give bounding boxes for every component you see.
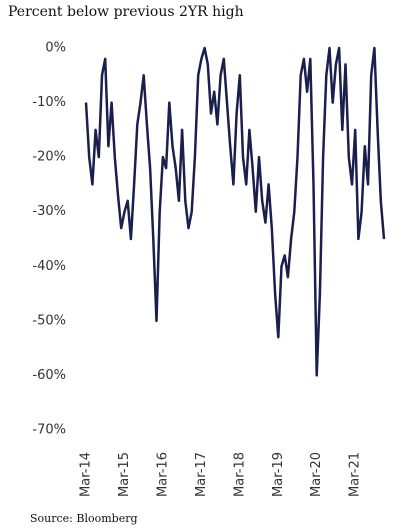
x-tick-label: Mar-14 <box>79 452 94 497</box>
x-tick-label: Mar-15 <box>117 452 132 497</box>
x-tick-label: Mar-16 <box>155 452 170 497</box>
source: Source: Bloomberg <box>30 512 138 525</box>
y-tick-label: -30% <box>32 204 66 219</box>
y-tick-label: -10% <box>32 95 66 110</box>
x-tick-label: Mar-17 <box>194 452 209 497</box>
y-tick-label: -60% <box>32 368 66 383</box>
x-tick-label: Mar-21 <box>348 452 363 497</box>
y-tick-label: -70% <box>32 423 66 438</box>
x-tick-label: Mar-20 <box>309 452 324 497</box>
y-tick-label: 0% <box>45 41 66 56</box>
x-tick-label: Mar-18 <box>232 452 247 497</box>
y-tick-label: -20% <box>32 150 66 165</box>
chart-title: Percent below previous 2YR high <box>8 4 244 20</box>
y-tick-label: -40% <box>32 259 66 274</box>
x-tick-label: Mar-19 <box>271 452 286 497</box>
data-line <box>84 46 386 377</box>
y-tick-label: -50% <box>32 313 66 328</box>
